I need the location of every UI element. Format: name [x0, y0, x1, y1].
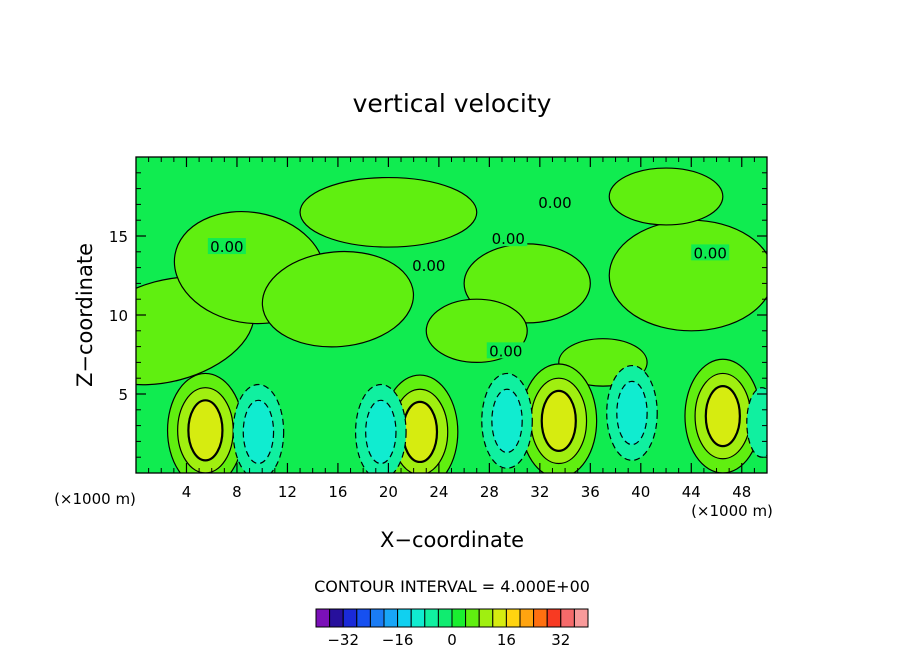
x-unit-label-left: (×1000 m) [54, 490, 136, 508]
contour-region [608, 219, 767, 332]
colorbar-swatch [356, 608, 371, 628]
colorbar-swatch [383, 608, 399, 628]
colorbar-swatch [560, 608, 575, 628]
x-tick-label: 32 [530, 483, 549, 501]
colorbar-swatch [342, 608, 358, 628]
x-axis-label: X−coordinate [380, 528, 524, 552]
colorbar-tick-label: 32 [551, 631, 570, 649]
x-tick-label: 24 [429, 483, 448, 501]
downdraft-contour [365, 399, 397, 465]
x-tick-label: 28 [480, 483, 499, 501]
contour-labels: 0.00 0.00 0.00 0.00 0.00 0.00 [207, 193, 730, 360]
colorbar-swatch [573, 608, 589, 628]
x-tick-label: 4 [182, 483, 192, 501]
updraft-contour [540, 389, 577, 452]
colorbar-tick-label: −16 [382, 631, 414, 649]
colorbar-swatch [410, 608, 426, 628]
colorbar-swatch [465, 608, 480, 628]
colorbar-swatch [451, 608, 467, 628]
downdraft-contour [746, 387, 767, 458]
colorbar: −32 −16 0 16 32 [315, 608, 589, 649]
x-tick-label: 8 [232, 483, 242, 501]
updraft-contour [401, 400, 439, 464]
colorbar-swatch [492, 608, 507, 628]
colorbar-tick-label: 16 [497, 631, 516, 649]
plot-area: 0.000.000.000.000.000.00 4 8 12 16 20 24 28 32 3… [109, 156, 768, 501]
downdraft-contour [616, 380, 648, 446]
x-tick-label: 12 [278, 483, 297, 501]
colorbar-swatch [369, 608, 385, 628]
colorbar-swatch [315, 608, 331, 628]
contour-label: 0.00 [412, 257, 445, 275]
x-tick-label: 48 [732, 483, 751, 501]
colorbar-swatch [329, 608, 344, 628]
y-tick-label: 10 [109, 307, 128, 325]
contour-label-bg [691, 244, 730, 261]
y-tick-label: 5 [118, 386, 128, 404]
contour-interval-label: CONTOUR INTERVAL = 4.000E+00 [314, 577, 590, 596]
contour-label-bg [489, 230, 528, 247]
contour-region [608, 167, 724, 226]
y-axis-label: Z−coordinate [73, 243, 97, 387]
contour-label-bg [486, 342, 525, 359]
colorbar-tick-label: −32 [327, 631, 359, 649]
colorbar-swatch [437, 608, 453, 628]
colorbar-swatch [424, 608, 439, 628]
colorbar-swatch [533, 608, 548, 628]
contour-label-bg [535, 193, 574, 210]
chart-title: vertical velocity [353, 89, 552, 118]
contour-label: 0.00 [492, 230, 525, 248]
x-tick-label: 40 [631, 483, 650, 501]
x-tick-label: 16 [328, 483, 347, 501]
colorbar-swatch [505, 608, 521, 628]
colorbar-swatch [519, 608, 535, 628]
updraft-contour [187, 399, 224, 462]
colorbar-swatch [478, 608, 494, 628]
contour-label: 0.00 [489, 342, 522, 360]
x-unit-label-right: (×1000 m) [691, 502, 773, 520]
y-tick-label: 15 [109, 228, 128, 246]
colorbar-tick-label: 0 [447, 631, 457, 649]
x-tick-label: 36 [581, 483, 600, 501]
x-tick-label: 44 [682, 483, 701, 501]
contour-label: 0.00 [538, 194, 571, 212]
contour-label-bg [207, 238, 246, 255]
contour-label-bg [409, 257, 448, 274]
contour-region [299, 176, 478, 248]
colorbar-swatch [546, 608, 562, 628]
updraft-contour [704, 385, 741, 448]
contour-label: 0.00 [210, 238, 243, 256]
x-tick-label: 20 [379, 483, 398, 501]
contour-region [261, 250, 415, 348]
downdraft-contour [491, 388, 523, 454]
colorbar-swatch [397, 608, 412, 628]
contour-fields [136, 167, 767, 473]
contour-label: 0.00 [694, 244, 727, 262]
downdraft-contour [242, 399, 275, 465]
